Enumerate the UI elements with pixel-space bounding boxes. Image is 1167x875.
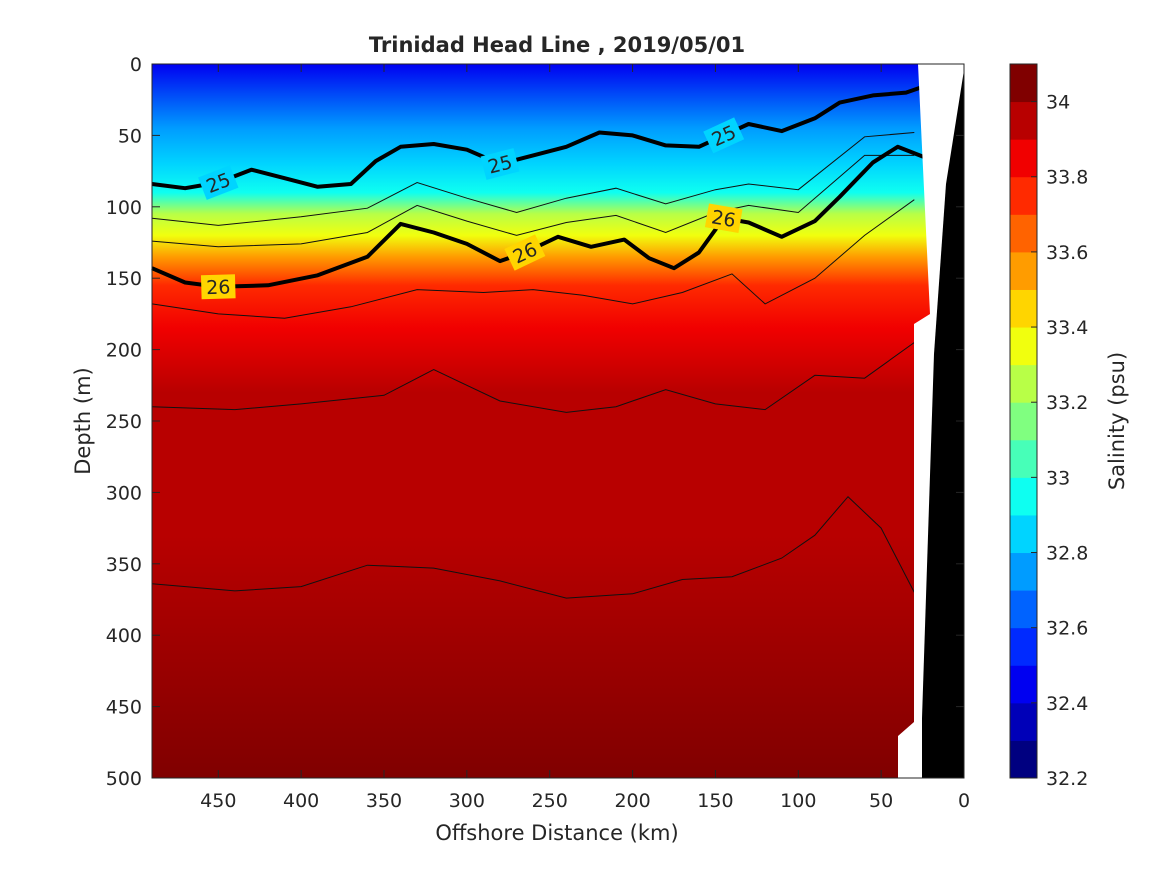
colorbar-label: Salinity (psu) (1105, 352, 1129, 490)
colorbar-frame (1009, 63, 1038, 779)
colorbar-tick-label: 33.6 (1046, 242, 1088, 264)
y-tick-label: 400 (106, 625, 142, 647)
x-tick-label: 200 (614, 790, 650, 812)
contour-label-background (504, 234, 546, 271)
colorbar-segment (1010, 627, 1037, 666)
colorbar-segment (1010, 477, 1037, 516)
y-tick-label: 250 (106, 411, 142, 433)
x-tick-label: 100 (780, 790, 816, 812)
colorbar-tick-label: 33.2 (1046, 392, 1088, 414)
thin-contour-line (151, 154, 915, 248)
colorbar-segment (1010, 214, 1037, 253)
contour-label-background (480, 148, 520, 180)
density-contour-25 (151, 82, 932, 191)
colorbar-segment (1010, 439, 1037, 478)
y-tick-label: 200 (106, 340, 142, 362)
colorbar-tick-label: 32.8 (1046, 543, 1088, 565)
colorbar-tick-label: 33.8 (1046, 167, 1088, 189)
colorbar-tick-label: 32.4 (1046, 693, 1088, 715)
colorbar-tick-label: 33 (1046, 467, 1070, 489)
colorbar-segment (1010, 289, 1037, 328)
colorbar-tick-label: 32.6 (1046, 618, 1088, 640)
y-tick-label: 450 (106, 697, 142, 719)
colorbar-segment (1010, 590, 1037, 629)
y-tick-label: 0 (130, 54, 142, 76)
y-tick-label: 100 (106, 197, 142, 219)
colorbar-segment (1010, 740, 1037, 779)
x-tick-label: 450 (200, 790, 236, 812)
thin-contour-line (151, 199, 915, 319)
contour-label-background (704, 203, 743, 233)
contour-label-background (200, 274, 236, 300)
chart-title: Trinidad Head Line , 2019/05/01 (369, 33, 745, 57)
seafloor (922, 70, 964, 778)
thin-contour-line (151, 495, 915, 599)
x-tick-label: 350 (366, 790, 402, 812)
y-axis-label: Depth (m) (71, 367, 95, 474)
x-axis-label: Offshore Distance (km) (435, 821, 678, 845)
colorbar-tick-label: 34 (1046, 92, 1070, 114)
colorbar-segment (1010, 101, 1037, 140)
colorbar-segment (1010, 702, 1037, 741)
thin-contour-line (151, 342, 915, 413)
colorbar-tick-label: 33.4 (1046, 317, 1088, 339)
colorbar-segment (1010, 251, 1037, 290)
y-axis: 0 50 100 150 200 250 300 350 400 450 500 (106, 54, 964, 790)
seafloor-mask (898, 64, 964, 778)
contour-label-background (198, 165, 239, 200)
colorbar-segment (1010, 665, 1037, 704)
colorbar-tick-label: 32.2 (1046, 768, 1088, 790)
colorbar-segment (1010, 176, 1037, 215)
y-tick-label: 350 (106, 554, 142, 576)
contour-label-background (703, 117, 745, 154)
colorbar-segment (1010, 139, 1037, 178)
colorbar: 32.2 32.4 32.6 32.8 33 33.2 33.4 33.6 33.8 34 (1009, 63, 1088, 790)
x-tick-label: 250 (532, 790, 568, 812)
density-contour-26 (151, 144, 932, 289)
colorbar-segment (1010, 514, 1037, 554)
colorbar-segment (1010, 64, 1037, 103)
x-tick-label: 400 (283, 790, 319, 812)
colorbar-segment (1010, 552, 1037, 591)
y-tick-label: 500 (106, 768, 142, 790)
y-tick-label: 300 (106, 482, 142, 504)
thin-contour-line (151, 132, 915, 226)
y-tick-label: 150 (106, 268, 142, 290)
contour-label: 26 (206, 276, 231, 299)
x-tick-label: 50 (869, 790, 893, 812)
colorbar-segment (1010, 364, 1037, 403)
x-tick-label: 0 (958, 790, 970, 812)
y-tick-label: 50 (118, 125, 142, 147)
x-axis: 450 400 350 300 250 200 150 100 50 0 (200, 64, 970, 812)
x-tick-label: 150 (697, 790, 733, 812)
colorbar-segment (1010, 402, 1037, 441)
salinity-field (152, 64, 964, 778)
contour-label: 26 (710, 206, 738, 232)
colorbar-segment (1010, 327, 1037, 366)
x-tick-label: 300 (449, 790, 485, 812)
